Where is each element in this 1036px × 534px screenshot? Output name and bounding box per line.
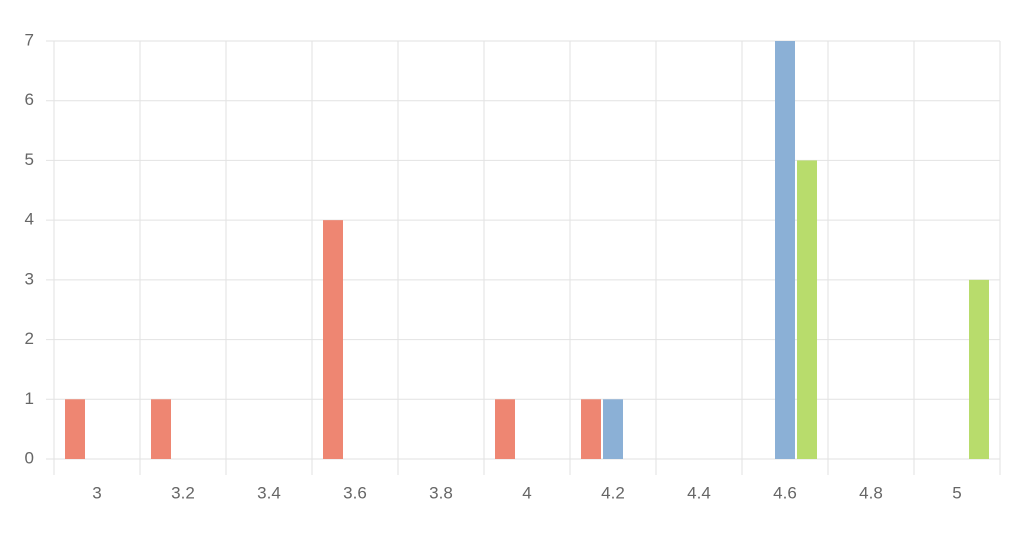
- x-tick-label: 3.8: [429, 483, 453, 502]
- y-tick-label: 3: [25, 269, 34, 288]
- y-tick-label: 2: [25, 329, 34, 348]
- y-tick-label: 7: [25, 30, 34, 49]
- x-tick-label: 3.4: [257, 483, 281, 502]
- y-tick-label: 6: [25, 90, 34, 109]
- x-tick-label: 3.6: [343, 483, 367, 502]
- bar: [65, 399, 85, 459]
- bar: [797, 160, 817, 459]
- bar: [603, 399, 623, 459]
- x-tick-label: 4.2: [601, 483, 625, 502]
- x-tick-label: 3.2: [171, 483, 195, 502]
- bar: [969, 279, 989, 459]
- bar: [323, 220, 343, 459]
- bar: [495, 399, 515, 459]
- x-tick-label: 3: [92, 483, 101, 502]
- y-tick-label: 5: [25, 150, 34, 169]
- x-tick-label: 4.8: [859, 483, 883, 502]
- y-tick-label: 4: [25, 210, 34, 229]
- bar: [775, 41, 795, 459]
- bar: [581, 399, 601, 459]
- bar: [151, 399, 171, 459]
- x-tick-label: 5: [952, 483, 961, 502]
- y-tick-label: 0: [25, 448, 34, 467]
- x-tick-label: 4: [522, 483, 531, 502]
- x-tick-label: 4.4: [687, 483, 711, 502]
- y-tick-label: 1: [25, 389, 34, 408]
- x-tick-label: 4.6: [773, 483, 797, 502]
